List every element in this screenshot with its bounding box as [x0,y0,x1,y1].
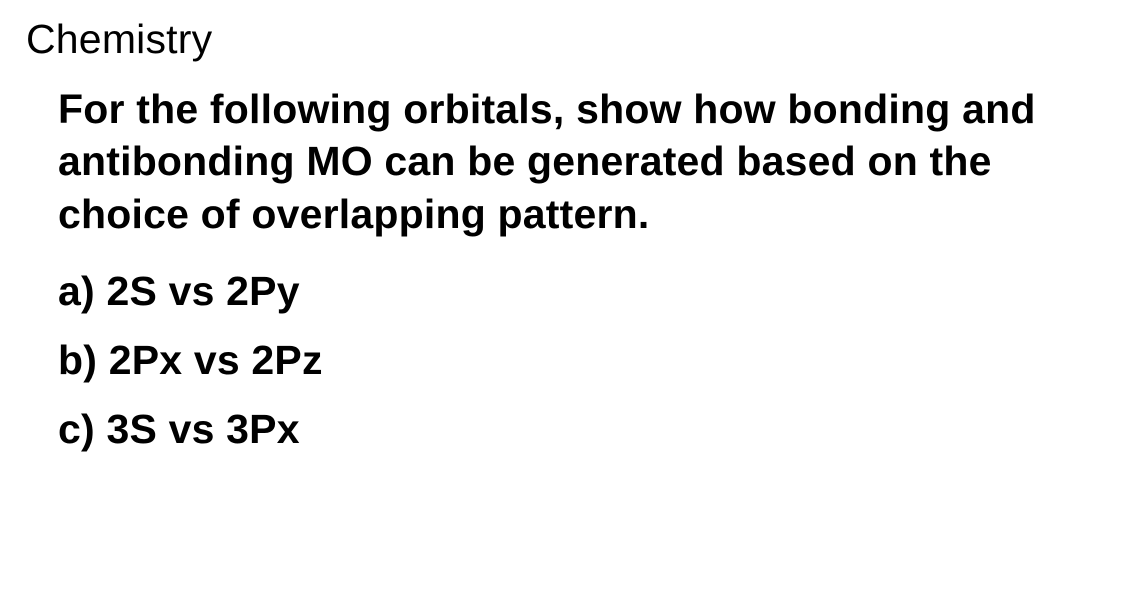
subject-label: Chemistry [26,16,1095,63]
page-root: Chemistry For the following orbitals, sh… [0,0,1125,453]
option-c: c) 3S vs 3Px [58,406,1095,453]
option-b: b) 2Px vs 2Pz [58,337,1095,384]
options-list: a) 2S vs 2Py b) 2Px vs 2Pz c) 3S vs 3Px [58,268,1095,453]
question-block: For the following orbitals, show how bon… [26,83,1095,453]
question-prompt: For the following orbitals, show how bon… [58,83,1095,240]
option-a: a) 2S vs 2Py [58,268,1095,315]
